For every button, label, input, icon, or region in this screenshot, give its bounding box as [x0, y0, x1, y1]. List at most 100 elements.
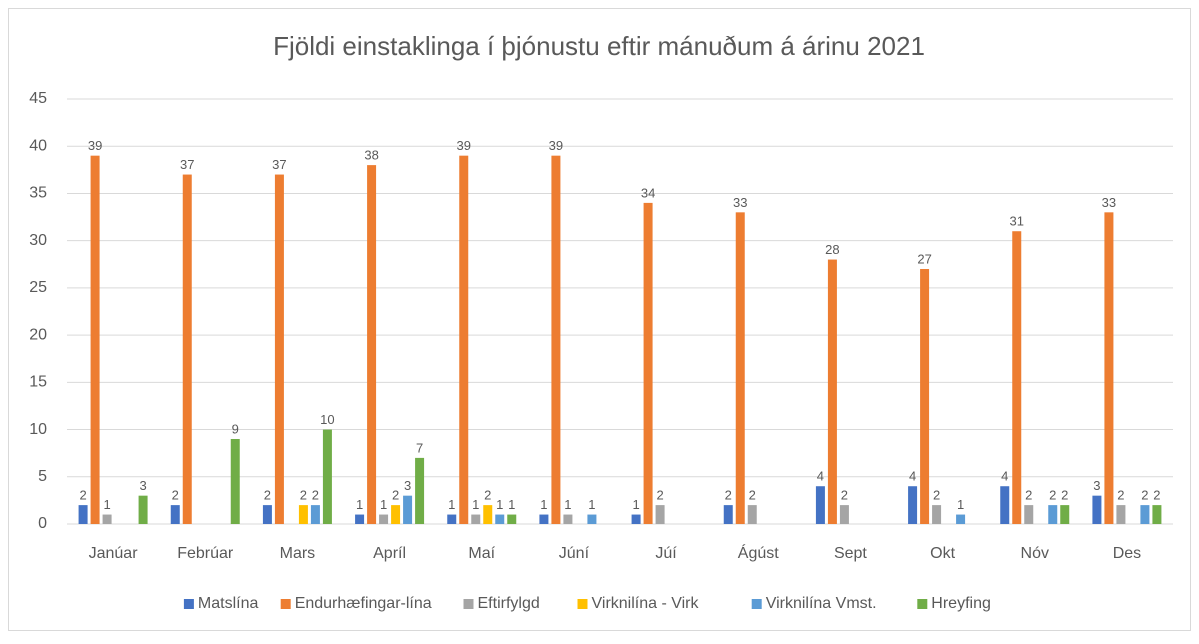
value-label: 7: [416, 440, 423, 455]
value-label: 27: [917, 251, 931, 266]
value-label: 4: [909, 469, 916, 484]
bar: [415, 457, 425, 524]
x-tick-label: Ágúst: [738, 543, 779, 562]
value-label: 38: [364, 148, 378, 163]
bar: [78, 505, 88, 524]
value-label: 1: [448, 497, 455, 512]
x-tick-label: Maí: [468, 545, 495, 562]
bar: [355, 514, 365, 524]
bar: [471, 514, 481, 524]
bar: [182, 174, 192, 525]
legend-swatch: [751, 599, 762, 609]
bar: [507, 514, 517, 524]
bar: [747, 505, 757, 524]
x-tick-label: Des: [1113, 545, 1141, 562]
x-tick-label: Sept: [834, 545, 867, 562]
bar: [459, 155, 469, 524]
bar: [908, 486, 918, 524]
value-label: 3: [139, 478, 146, 493]
bar: [1048, 505, 1058, 524]
bar: [920, 269, 930, 524]
y-tick-label: 35: [29, 185, 47, 202]
value-label: 2: [300, 488, 307, 503]
bar: [655, 505, 665, 524]
y-tick-label: 30: [29, 232, 47, 249]
value-label: 2: [656, 488, 663, 503]
value-label: 1: [588, 497, 595, 512]
x-tick-label: Mars: [280, 545, 316, 562]
value-label: 39: [549, 138, 563, 153]
legend-label: Matslína: [198, 595, 259, 612]
x-tick-label: Júí: [655, 545, 677, 562]
bar: [447, 514, 457, 524]
bar: [1000, 486, 1010, 524]
value-label: 1: [496, 497, 503, 512]
value-label: 9: [232, 421, 239, 436]
bar: [483, 505, 493, 524]
value-label: 2: [312, 488, 319, 503]
bar: [310, 505, 320, 524]
value-label: 1: [472, 497, 479, 512]
chart-border: [8, 8, 1191, 631]
value-label: 2: [264, 488, 271, 503]
value-label: 1: [356, 497, 363, 512]
value-label: 2: [933, 488, 940, 503]
value-label: 2: [172, 488, 179, 503]
value-label: 2: [392, 488, 399, 503]
legend-swatch: [183, 599, 194, 609]
bar: [735, 212, 745, 525]
bar: [1092, 495, 1102, 524]
chart-title: Fjöldi einstaklinga í þjónustu eftir mán…: [273, 31, 925, 61]
value-label: 2: [749, 488, 756, 503]
value-label: 3: [1093, 478, 1100, 493]
value-label: 37: [180, 157, 194, 172]
legend-label: Endurhæfingar-lína: [295, 595, 432, 612]
value-label: 34: [641, 185, 655, 200]
bar: [631, 514, 641, 524]
legend-swatch: [280, 599, 291, 609]
value-label: 2: [841, 488, 848, 503]
bar: [723, 505, 733, 524]
value-label: 10: [320, 412, 334, 427]
bar: [322, 429, 332, 524]
bar: [563, 514, 573, 524]
x-tick-label: Júní: [559, 545, 590, 562]
bar: [90, 155, 100, 524]
value-label: 28: [825, 242, 839, 257]
value-label: 2: [1025, 488, 1032, 503]
value-label: 3: [404, 478, 411, 493]
value-label: 2: [1141, 488, 1148, 503]
bar: [298, 505, 308, 524]
value-label: 2: [1049, 488, 1056, 503]
value-label: 1: [103, 497, 110, 512]
bar: [1116, 505, 1126, 524]
y-tick-label: 15: [29, 374, 47, 391]
y-tick-label: 20: [29, 326, 47, 343]
legend-swatch: [463, 599, 474, 609]
bar: [815, 486, 825, 524]
y-tick-label: 45: [29, 90, 47, 107]
bar: [1060, 505, 1070, 524]
y-tick-label: 25: [29, 279, 47, 296]
bar: [403, 495, 413, 524]
value-label: 39: [88, 138, 102, 153]
value-label: 1: [380, 497, 387, 512]
legend-swatch: [917, 599, 928, 609]
bar: [1152, 505, 1162, 524]
bar: [932, 505, 942, 524]
value-label: 1: [957, 497, 964, 512]
value-label: 2: [1061, 488, 1068, 503]
y-tick-label: 5: [38, 468, 47, 485]
bar: [587, 514, 597, 524]
x-tick-label: Okt: [930, 545, 955, 562]
bar: [827, 259, 837, 524]
x-tick-label: Febrúar: [177, 545, 234, 562]
bar: [170, 505, 180, 524]
bar: [839, 505, 849, 524]
value-label: 2: [1153, 488, 1160, 503]
bar: [1140, 505, 1150, 524]
value-label: 2: [484, 488, 491, 503]
bar: [956, 514, 966, 524]
bar: [379, 514, 389, 524]
